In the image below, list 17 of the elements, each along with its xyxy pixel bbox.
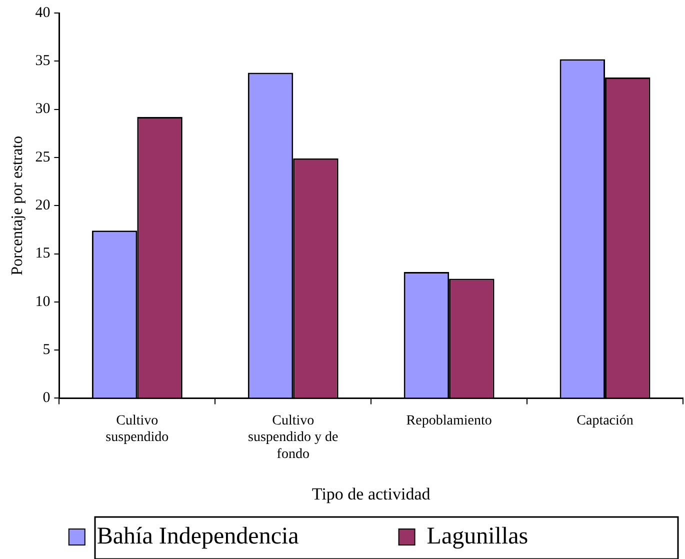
y-tick-label: 15	[35, 246, 50, 262]
y-tick-label: 20	[35, 198, 50, 214]
x-tick-label: Cultivo suspendido y de fondo	[248, 413, 338, 462]
y-tick-label: 30	[35, 101, 50, 118]
y-tick-label: 35	[35, 53, 50, 70]
x-axis-title: Tipo de actividad	[312, 484, 431, 504]
x-tick-label: Captación	[576, 413, 634, 428]
x-tick-label: Cultivo suspendido	[106, 413, 169, 446]
y-tick-label: 25	[35, 149, 50, 166]
y-tick-label: 5	[42, 342, 50, 358]
y-tick-label: 10	[35, 294, 50, 310]
y-tick-label: 0	[42, 390, 50, 406]
x-tick-label: Repoblamiento	[406, 413, 492, 428]
legend-label: Bahía Independencia	[96, 523, 389, 550]
legend-label: Lagunillas	[426, 523, 618, 550]
y-axis-title: Porcentaje por estrato	[8, 136, 26, 276]
y-tick-label: 40	[35, 4, 50, 21]
